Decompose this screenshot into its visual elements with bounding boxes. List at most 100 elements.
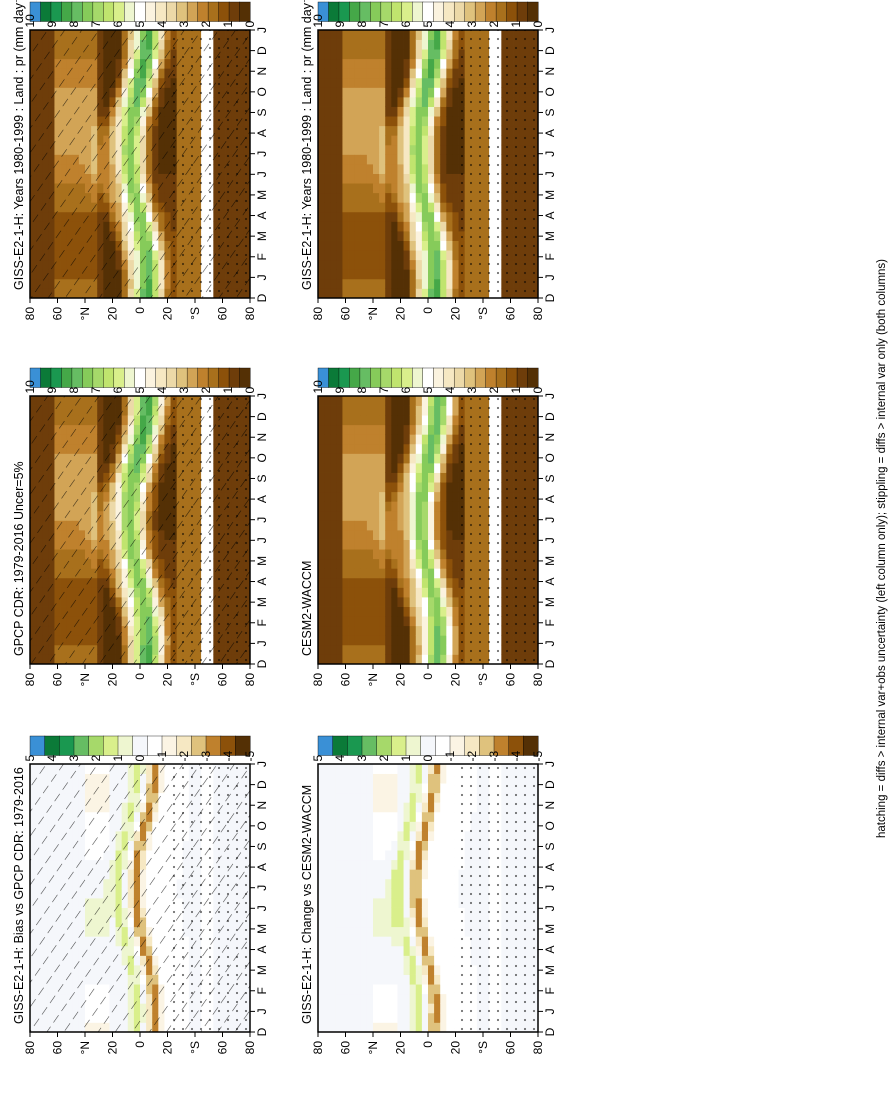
x-tick-label: D bbox=[543, 780, 557, 789]
x-tick-label: J bbox=[255, 885, 269, 891]
colorbar-tick-label: 1 bbox=[111, 755, 125, 762]
y-axis-b: 80 60 °N 20 0 20 °S 60 80 bbox=[311, 298, 545, 320]
x-tick-label: J bbox=[543, 761, 557, 767]
colorbar-swatch bbox=[485, 1, 497, 22]
colorbar-tick-label: -3 bbox=[199, 751, 213, 762]
x-axis-d: D J F M A M J J A S O N D J bbox=[538, 393, 557, 668]
colorbar-tick-label: 10 bbox=[23, 380, 37, 394]
colorbar-swatch bbox=[506, 1, 518, 22]
colorbar-swatch bbox=[433, 367, 445, 388]
colorbar-c: 10 9 8 7 6 5 4 3 2 1 0 bbox=[23, 367, 257, 394]
y-axis-f: 80 60 °N 20 0 20 °S 60 80 bbox=[311, 1032, 545, 1054]
colorbar-tick-label: 4 bbox=[443, 387, 457, 394]
colorbar-tick-label: 3 bbox=[355, 755, 369, 762]
x-tick-label: S bbox=[255, 842, 269, 850]
x-tick-label: J bbox=[255, 393, 269, 399]
colorbar-tick-label: 4 bbox=[443, 21, 457, 28]
colorbar-tick-label: -3 bbox=[487, 751, 501, 762]
y-tick-label: 60 bbox=[216, 673, 230, 687]
colorbar-swatch bbox=[176, 367, 188, 388]
colorbar-tick-label: -4 bbox=[509, 751, 523, 762]
y-tick-label: 20 bbox=[161, 673, 175, 687]
colorbar-tick-label: -1 bbox=[443, 751, 457, 762]
colorbar-tick-label: 0 bbox=[243, 387, 257, 394]
colorbar-swatch bbox=[186, 1, 199, 22]
x-tick-label: J bbox=[543, 171, 557, 177]
colorbar-swatch bbox=[218, 367, 230, 388]
y-tick-label: 0 bbox=[133, 1041, 147, 1048]
x-tick-label: M bbox=[543, 924, 557, 934]
colorbar-swatch bbox=[391, 1, 403, 22]
x-tick-label: J bbox=[543, 27, 557, 33]
colorbar-d: 10 9 8 7 6 5 4 3 2 1 0 bbox=[311, 367, 545, 394]
y-tick-label: 20 bbox=[106, 307, 120, 321]
x-tick-label: D bbox=[543, 46, 557, 55]
y-tick-label: 20 bbox=[449, 1041, 463, 1055]
y-tick-label: °N bbox=[366, 673, 380, 686]
y-tick-label: 80 bbox=[311, 673, 325, 687]
colorbar-swatch bbox=[359, 367, 371, 388]
y-tick-label: 0 bbox=[133, 307, 147, 314]
colorbar-swatch bbox=[485, 367, 497, 388]
colorbar-swatch bbox=[73, 735, 90, 756]
colorbar-a: 10 9 8 7 6 5 4 3 2 1 0 bbox=[23, 1, 257, 28]
y-tick-label: 60 bbox=[504, 307, 518, 321]
y-tick-label: 20 bbox=[449, 307, 463, 321]
x-tick-label: O bbox=[255, 453, 269, 462]
x-tick-label: O bbox=[543, 453, 557, 462]
colorbar-swatch bbox=[197, 1, 209, 22]
colorbar-swatch bbox=[370, 1, 382, 22]
colorbar-swatch bbox=[453, 367, 466, 388]
y-tick-label: 60 bbox=[339, 673, 353, 687]
colorbar-swatch bbox=[145, 367, 157, 388]
colorbar-tick-label: -1 bbox=[155, 751, 169, 762]
x-tick-label: J bbox=[543, 537, 557, 543]
y-tick-label: 20 bbox=[161, 1041, 175, 1055]
colorbar-swatch bbox=[113, 1, 125, 22]
colorbar-tick-label: 7 bbox=[377, 21, 391, 28]
colorbar-swatch bbox=[495, 367, 508, 388]
colorbar-swatch bbox=[124, 367, 136, 388]
x-tick-label: J bbox=[543, 1008, 557, 1014]
x-tick-label: D bbox=[255, 412, 269, 421]
stippling-b bbox=[454, 30, 538, 298]
colorbar-swatch bbox=[145, 1, 157, 22]
y-tick-label: °N bbox=[78, 1041, 92, 1054]
colorbar-tick-label: 1 bbox=[399, 755, 413, 762]
colorbar-swatch bbox=[155, 367, 167, 388]
x-tick-label: J bbox=[255, 274, 269, 280]
colorbar-swatch bbox=[401, 1, 413, 22]
colorbar-swatch bbox=[228, 367, 241, 388]
colorbar-swatch bbox=[197, 367, 209, 388]
x-tick-label: M bbox=[543, 597, 557, 607]
x-tick-label: J bbox=[543, 151, 557, 157]
stippling-c bbox=[166, 396, 250, 664]
panel-title-a: GISS-E2-1-H: Years 1980-1999 : Land : pr… bbox=[12, 0, 26, 290]
x-tick-label: J bbox=[255, 517, 269, 523]
y-axis-c: 80 60 °N 20 0 20 °S 60 80 bbox=[23, 664, 257, 686]
x-tick-label: J bbox=[255, 1008, 269, 1014]
x-tick-label: J bbox=[255, 761, 269, 767]
colorbar-swatch bbox=[412, 367, 424, 388]
colorbar-swatch bbox=[328, 1, 340, 22]
colorbar-tick-label: 4 bbox=[333, 755, 347, 762]
x-tick-label: M bbox=[543, 965, 557, 975]
colorbar-swatch bbox=[361, 735, 378, 756]
stippling-d bbox=[454, 396, 538, 664]
colorbar-swatch bbox=[328, 367, 340, 388]
colorbar-tick-label: -5 bbox=[243, 751, 257, 762]
x-tick-label: M bbox=[255, 556, 269, 566]
colorbar-swatch bbox=[207, 1, 220, 22]
y-tick-label: 60 bbox=[504, 1041, 518, 1055]
x-tick-label: A bbox=[543, 495, 557, 503]
x-tick-label: O bbox=[543, 821, 557, 830]
colorbar-swatch bbox=[527, 367, 539, 388]
x-tick-label: M bbox=[255, 965, 269, 975]
x-axis-f: D J F M A M J J A S O N D J bbox=[538, 761, 557, 1036]
x-tick-label: N bbox=[255, 67, 269, 76]
colorbar-swatch bbox=[453, 1, 466, 22]
colorbar-tick-label: 7 bbox=[89, 21, 103, 28]
